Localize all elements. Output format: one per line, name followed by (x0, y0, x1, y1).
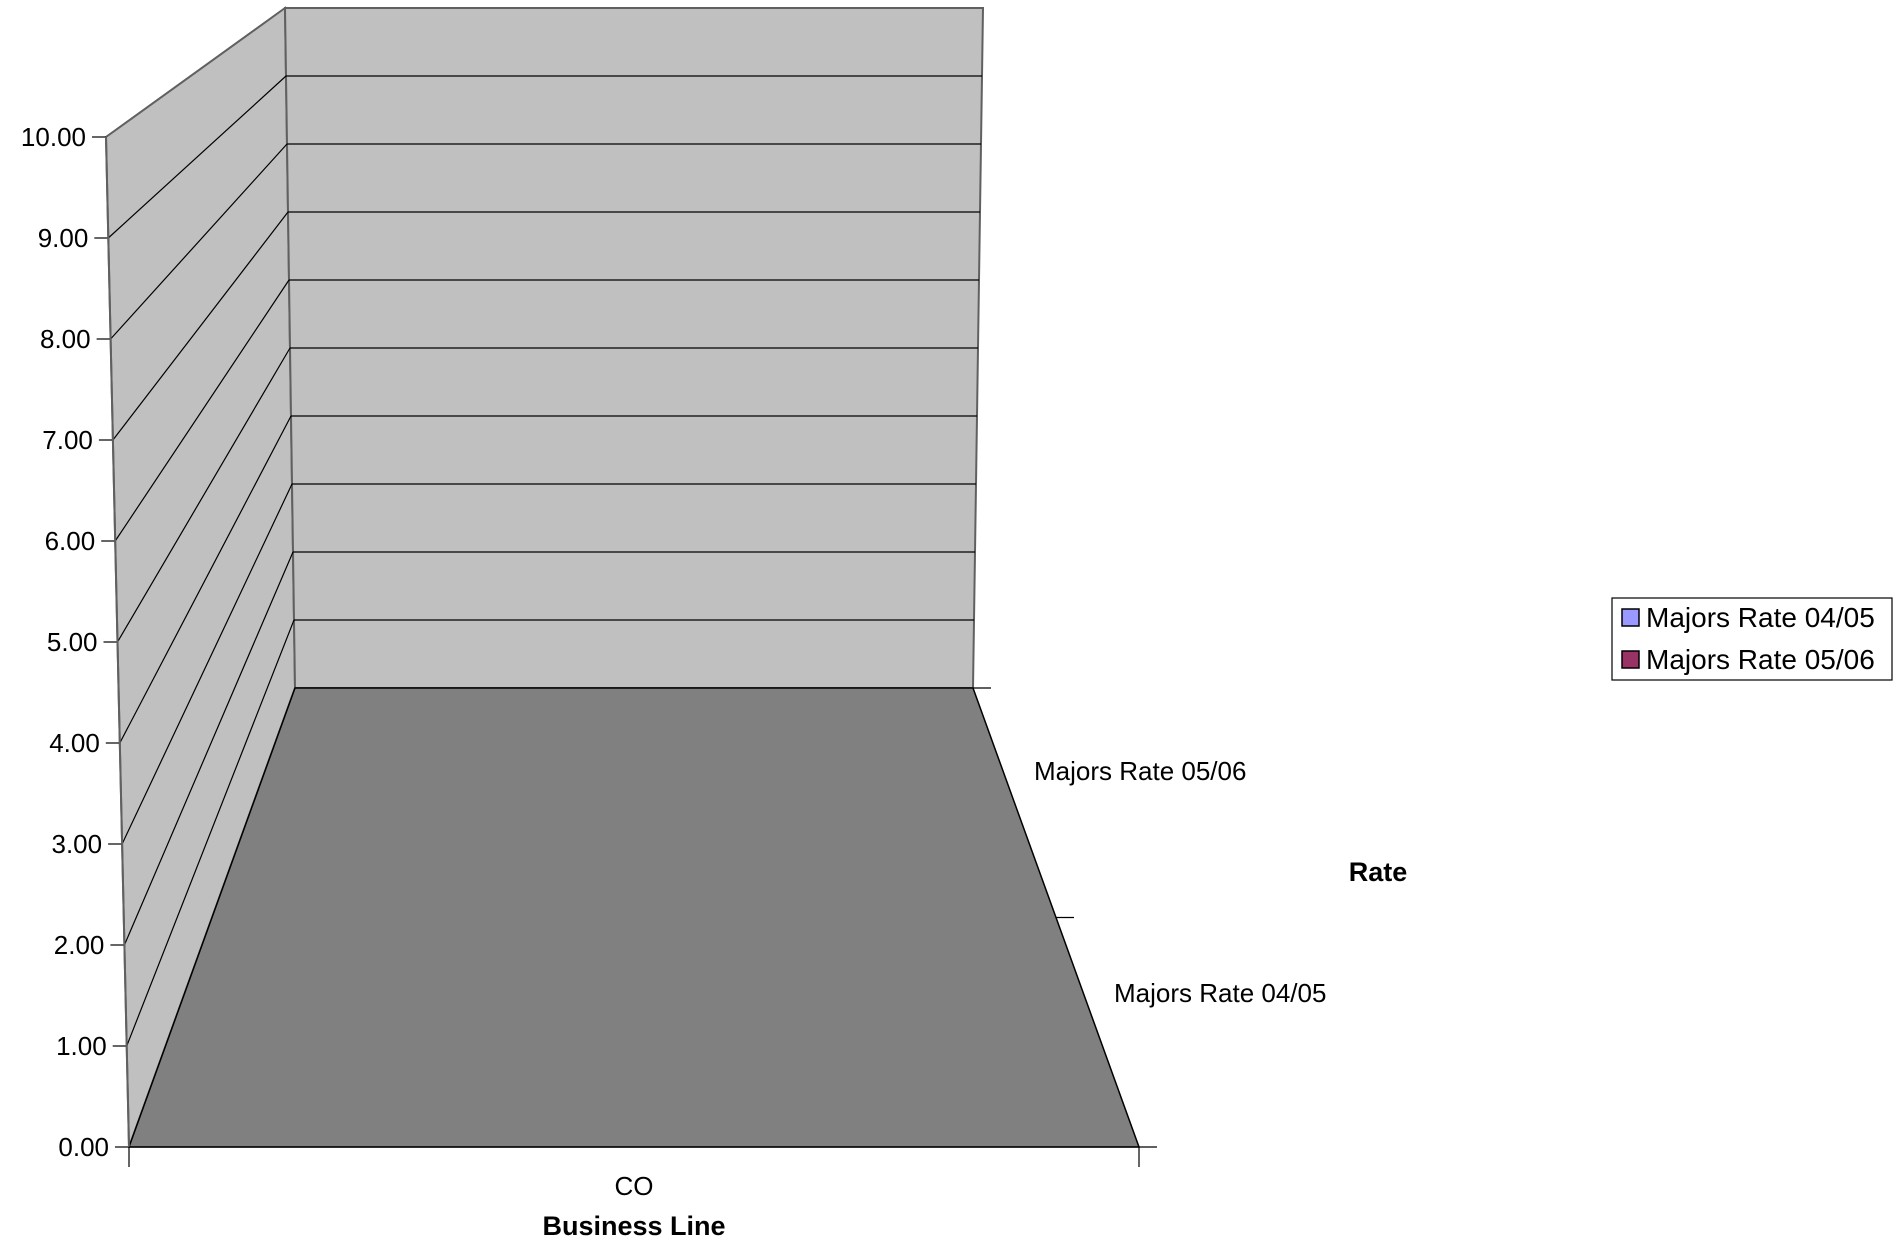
y-tick-label: 10.00 (21, 122, 86, 152)
y-tick-label: 5.00 (47, 627, 98, 657)
z-tick-label: Majors Rate 04/05 (1114, 978, 1326, 1008)
y-tick-label: 7.00 (42, 425, 93, 455)
gridline (119, 415, 292, 744)
gridline (121, 483, 293, 845)
gridline (114, 279, 290, 542)
legend-box (1611, 597, 1893, 681)
chart-floor (127, 687, 1141, 1148)
legend-label: Majors Rate 04/05 (1646, 602, 1875, 633)
legend-swatch (1621, 650, 1640, 669)
y-tick-label: 3.00 (51, 829, 102, 859)
gridline (112, 211, 289, 441)
y-tick-label: 8.00 (40, 324, 91, 354)
y-tick-label: 6.00 (45, 526, 96, 556)
x-tick-label: CO (615, 1171, 654, 1201)
gridline (123, 551, 294, 946)
y-axis-line (105, 136, 130, 1148)
y-tick-label: 4.00 (49, 728, 100, 758)
gridline (110, 143, 288, 340)
y-tick-label: 0.00 (58, 1132, 109, 1162)
legend: Majors Rate 04/05 Majors Rate 05/06 (1611, 597, 1893, 681)
y-tick-label: 2.00 (54, 930, 105, 960)
chart-walls (104, 6, 1141, 1148)
x-axis-title: Business Line (542, 1211, 725, 1240)
z-axis-title: Rate (1349, 857, 1408, 887)
y-axis-ticks: 0.00 1.00 2.00 3.00 4.00 5.00 6.00 7.00 8.00 9.00… (21, 122, 1157, 1167)
y-tick-label: 9.00 (38, 223, 89, 253)
legend-label: Majors Rate 05/06 (1646, 644, 1875, 675)
y-tick-label: 1.00 (56, 1031, 107, 1061)
gridline (116, 347, 291, 643)
gridline (126, 619, 295, 1047)
chart-gridlines (107, 75, 982, 1047)
gridline (107, 75, 287, 239)
z-tick-label: Majors Rate 05/06 (1034, 756, 1246, 786)
legend-swatch (1621, 608, 1640, 627)
